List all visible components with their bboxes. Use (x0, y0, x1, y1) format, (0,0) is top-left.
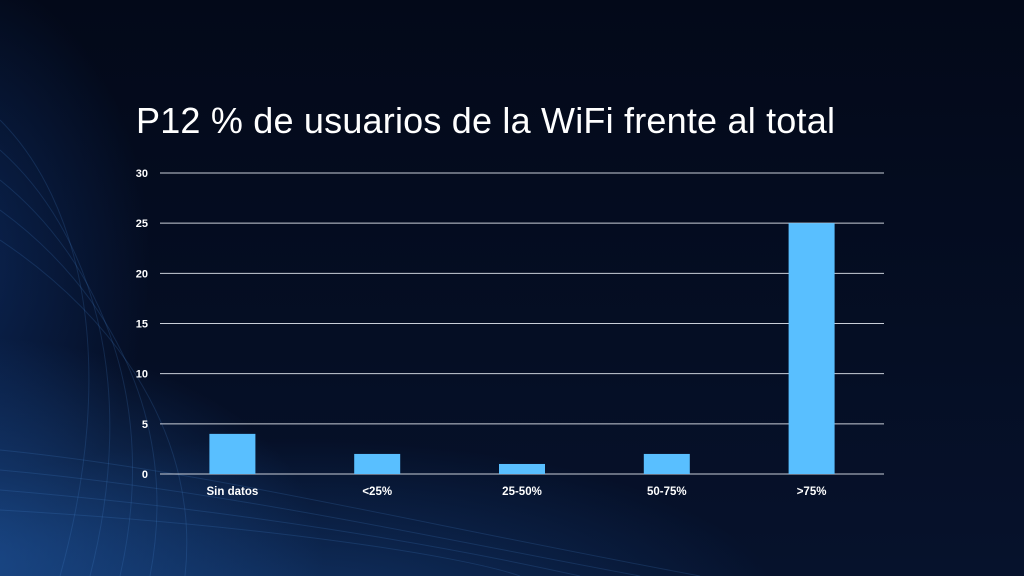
y-tick-label: 20 (136, 268, 148, 280)
grid-lines (160, 172, 884, 475)
slide-title: P12 % de usuarios de la WiFi frente al t… (136, 100, 836, 141)
y-tick-label: 30 (136, 168, 148, 180)
x-category-label: 25-50% (502, 486, 542, 498)
y-tick-label: 0 (142, 469, 148, 481)
bar (788, 223, 835, 474)
x-category-label: Sin datos (207, 486, 259, 498)
y-tick-label: 10 (136, 369, 148, 381)
y-tick-label: 25 (136, 218, 148, 230)
bar (354, 453, 401, 474)
x-category-label: <25% (362, 486, 392, 498)
bar (643, 453, 690, 474)
bars (209, 223, 835, 474)
x-category-label: >75% (797, 486, 827, 498)
y-tick-label: 15 (136, 319, 148, 331)
y-tick-label: 5 (142, 419, 148, 431)
x-category-label: 50-75% (647, 486, 687, 498)
bar (209, 433, 256, 474)
y-axis-tick-labels: 0 5 10 15 20 25 30 (136, 168, 148, 481)
bar (499, 463, 545, 474)
x-axis-category-labels: Sin datos <25% 25-50% 50-75% >75% (207, 486, 827, 498)
